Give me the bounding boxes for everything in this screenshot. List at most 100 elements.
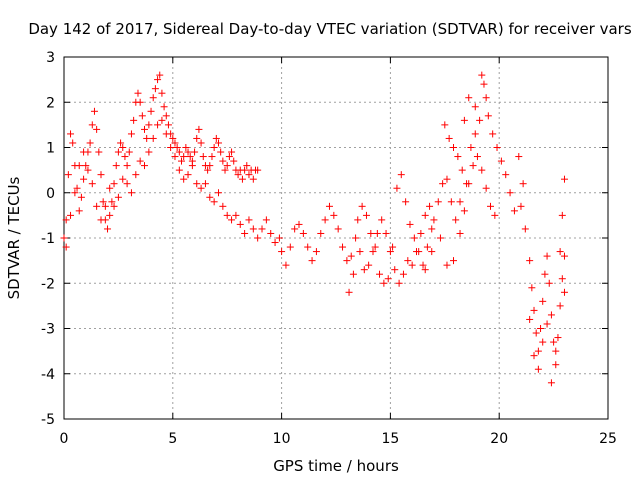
data-point [67,211,75,219]
chart-title: Day 142 of 2017, Sidereal Day-to-day VTE… [28,20,632,38]
data-point [386,248,394,256]
x-tick-label: 20 [490,431,508,447]
data-point [214,139,222,147]
data-point [262,216,270,224]
data-point [460,116,468,124]
data-point [356,248,364,256]
data-point [271,239,279,247]
data-point [560,252,568,260]
data-point [141,162,149,170]
data-point [223,162,231,170]
data-point [234,171,242,179]
data-point [106,211,114,219]
data-point [201,180,209,188]
data-point [206,162,214,170]
data-point [526,315,534,323]
data-point [426,202,434,210]
data-point [345,288,353,296]
data-point [154,121,162,129]
data-point [497,157,505,165]
data-point [69,139,77,147]
data-point [199,153,207,161]
data-point [428,248,436,256]
data-point [343,257,351,265]
data-point [558,275,566,283]
data-point [556,302,564,310]
data-point [489,130,497,138]
data-point [236,220,244,228]
data-point [212,134,220,142]
data-point [421,211,429,219]
data-point [108,198,116,206]
data-point [443,175,451,183]
data-point [552,347,560,355]
data-point [214,189,222,197]
data-point [210,198,218,206]
data-point [254,234,262,242]
data-point [493,144,501,151]
data-point [560,175,568,183]
data-point [413,248,421,256]
y-tick-label: -2 [41,276,55,292]
data-point [312,248,320,256]
data-point [127,130,135,138]
x-tick-label: 10 [273,431,291,447]
data-point [526,257,534,265]
data-point [249,175,257,183]
data-point [399,270,407,278]
data-point [334,225,342,233]
data-point [123,180,131,188]
data-point [360,266,368,274]
data-point [352,234,360,242]
data-point [228,216,236,224]
data-point [460,207,468,215]
data-point [502,171,510,179]
data-point [452,216,460,224]
data-point [151,85,159,93]
data-point [173,144,181,151]
data-point [547,379,555,387]
data-point [469,162,477,170]
data-point [67,130,75,138]
data-point [419,261,427,269]
data-point [404,257,412,265]
data-point [62,216,70,224]
data-point [321,216,329,224]
data-point [184,171,192,179]
data-point [371,243,379,251]
data-point [554,334,562,342]
data-point [539,338,547,346]
data-point [439,180,447,188]
data-point [391,266,399,274]
data-point [141,125,149,133]
data-point [325,202,333,210]
data-point [552,361,560,369]
data-point [223,211,231,219]
data-point [478,71,486,79]
data-point [467,144,475,151]
data-point [537,325,545,332]
data-point [267,229,275,237]
data-point [167,144,175,151]
data-point [127,189,135,197]
x-tick-label: 5 [168,431,177,447]
data-point [491,211,499,219]
data-point [463,180,471,188]
data-point [450,144,458,151]
data-points [60,71,568,387]
data-point [393,184,401,192]
data-point [478,166,486,174]
data-point [149,94,157,102]
data-point [208,153,216,161]
data-point [71,189,79,197]
data-point [417,229,425,237]
data-point [158,116,166,124]
data-point [136,98,144,106]
data-point [171,139,179,147]
data-point [99,198,107,206]
y-tick-label: -5 [41,412,55,428]
data-point [195,125,203,133]
data-point [447,198,455,206]
data-point [317,229,325,237]
data-point [162,112,170,120]
